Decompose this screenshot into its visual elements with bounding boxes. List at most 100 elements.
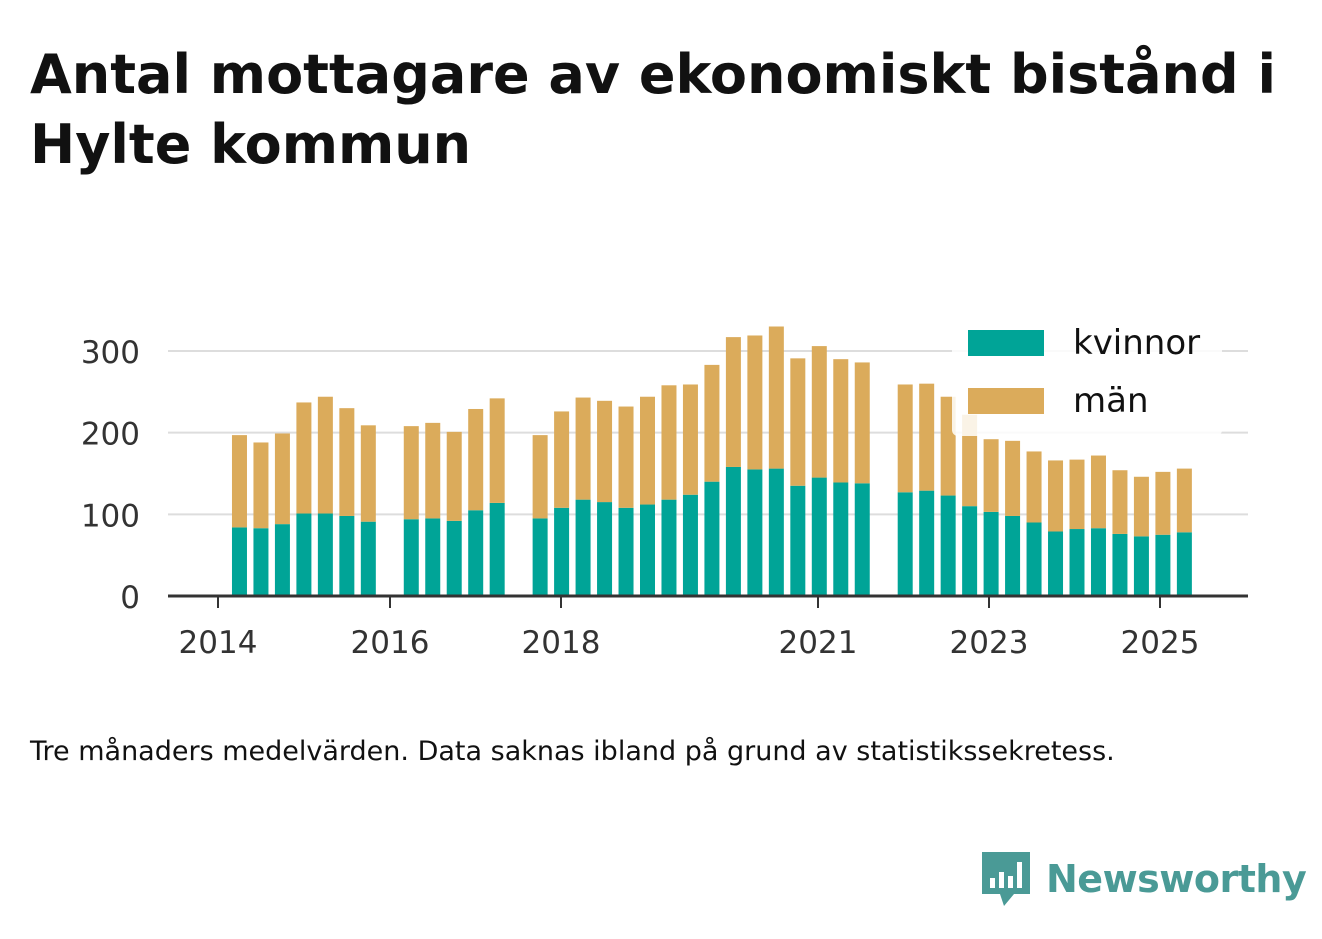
bar-man — [231, 435, 247, 528]
legend-label: män — [1073, 381, 1149, 421]
x-tick-labels: 2014 2016 2018 2021 2023 2025 — [179, 596, 1200, 661]
x-tick-label: 2014 — [179, 625, 258, 661]
chart-title: Antal mottagare av ekonomiskt bistånd i … — [30, 43, 1276, 176]
bar-kvinnor — [811, 477, 827, 596]
bar-man — [597, 400, 613, 503]
x-tick-label: 2023 — [950, 625, 1029, 661]
newsworthy-logo-icon — [982, 852, 1030, 906]
newsworthy-logo: Newsworthy — [980, 848, 1307, 910]
bar-man — [747, 335, 763, 470]
bar-kvinnor — [833, 482, 849, 596]
y-tick-label: 0 — [120, 580, 140, 616]
bar-kvinnor — [1005, 515, 1021, 596]
legend: kvinnor män — [952, 318, 1222, 436]
bar-man — [425, 422, 441, 519]
bar-kvinnor — [790, 485, 806, 596]
bar-kvinnor — [575, 499, 591, 596]
bar-kvinnor — [704, 481, 720, 596]
x-tick-label: 2021 — [779, 625, 858, 661]
bar-man — [1176, 468, 1192, 533]
newsworthy-logo-text: Newsworthy — [1046, 857, 1307, 901]
bar-kvinnor — [1026, 522, 1042, 596]
bar-man — [1048, 460, 1064, 532]
bar-man — [489, 398, 505, 503]
bar-man — [919, 383, 935, 491]
stacked-bar-chart: 0 100 200 300 2014 2016 2018 2021 2023 2025 kvin… — [80, 318, 1248, 661]
bar-man — [1069, 459, 1085, 530]
bar-man — [854, 362, 870, 484]
bar-kvinnor — [640, 504, 655, 596]
bar-kvinnor — [983, 511, 999, 596]
bar-man — [1005, 440, 1021, 516]
bar-man — [790, 358, 806, 486]
bar-man — [940, 396, 956, 496]
bar-man — [682, 384, 698, 495]
y-tick-label: 100 — [81, 498, 140, 534]
y-tick-label: 300 — [81, 335, 140, 371]
bar-kvinnor — [231, 527, 247, 596]
bar-kvinnor — [360, 521, 376, 596]
bar-man — [833, 359, 849, 483]
bar-man — [554, 411, 570, 508]
bar-kvinnor — [403, 519, 419, 596]
bar-kvinnor — [339, 515, 355, 596]
bar-kvinnor — [1112, 533, 1128, 596]
bar-man — [1133, 476, 1149, 537]
y-tick-label: 200 — [81, 417, 140, 453]
x-tick-label: 2025 — [1121, 625, 1200, 661]
bar-kvinnor — [1133, 536, 1149, 596]
bar-man — [661, 385, 677, 500]
bars — [231, 326, 1192, 596]
bar-man — [704, 364, 720, 482]
bar-man — [446, 431, 462, 521]
bar-kvinnor — [725, 466, 741, 596]
chart-caption: Tre månaders medelvärden. Data saknas ib… — [30, 736, 1115, 767]
bar-kvinnor — [253, 528, 269, 596]
bar-kvinnor — [854, 483, 870, 596]
bar-man — [532, 435, 548, 519]
bar-man — [317, 396, 333, 514]
bar-kvinnor — [274, 524, 290, 596]
bar-kvinnor — [317, 513, 333, 596]
bar-kvinnor — [661, 499, 677, 596]
bar-kvinnor — [425, 518, 441, 596]
legend-label: kvinnor — [1073, 323, 1200, 363]
bar-kvinnor — [597, 502, 613, 596]
legend-swatch — [968, 330, 1044, 356]
bar-kvinnor — [1069, 529, 1085, 596]
bar-man — [811, 346, 827, 478]
bar-kvinnor — [962, 506, 978, 596]
bar-man — [618, 406, 634, 508]
bar-kvinnor — [618, 507, 634, 596]
bar-kvinnor — [489, 502, 505, 596]
bar-man — [339, 408, 355, 516]
y-tick-labels: 0 100 200 300 — [81, 335, 140, 616]
bar-man — [360, 425, 376, 522]
bar-man — [253, 442, 269, 529]
bar-man — [274, 433, 290, 525]
bar-kvinnor — [1155, 534, 1171, 596]
bar-kvinnor — [682, 494, 698, 596]
bar-man — [1112, 470, 1128, 534]
bar-kvinnor — [446, 520, 462, 596]
bar-kvinnor — [1048, 531, 1064, 596]
bar-man — [640, 396, 655, 505]
bar-man — [1090, 455, 1106, 529]
bar-man — [768, 326, 784, 469]
bar-kvinnor — [1176, 532, 1192, 596]
bar-kvinnor — [296, 513, 312, 596]
bar-man — [575, 397, 591, 500]
bar-man — [962, 414, 978, 507]
bar-kvinnor — [768, 468, 784, 596]
x-tick-label: 2016 — [351, 625, 430, 661]
bar-man — [296, 402, 312, 514]
bar-kvinnor — [554, 507, 570, 596]
bar-man — [1155, 471, 1171, 535]
x-tick-label: 2018 — [522, 625, 601, 661]
bar-man — [1026, 451, 1042, 523]
bar-kvinnor — [532, 518, 548, 596]
bar-man — [468, 408, 484, 511]
bar-man — [983, 439, 999, 512]
bar-kvinnor — [468, 510, 484, 596]
bar-kvinnor — [897, 492, 913, 596]
